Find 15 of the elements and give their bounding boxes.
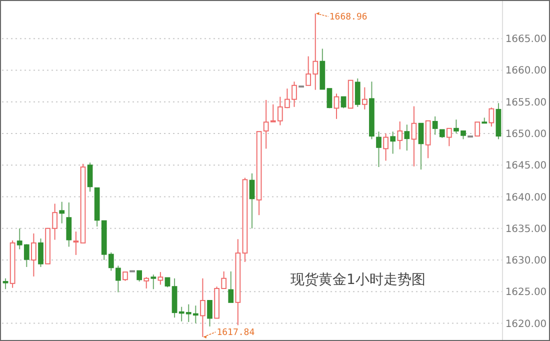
- y-tick-label: 1660.00: [505, 66, 547, 77]
- annotation: 1617.84: [203, 328, 255, 338]
- y-tick-label: 1665.00: [505, 34, 547, 46]
- y-tick-label: 1640.00: [505, 192, 547, 204]
- y-tick-label: 1620.00: [505, 318, 547, 330]
- y-tick-label: 1650.00: [505, 128, 547, 140]
- annotation: 1617.84: [216, 328, 255, 338]
- y-tick-label: 1655.00: [505, 97, 547, 108]
- y-tick-label: 1630.00: [505, 256, 547, 267]
- y-tick-label: 1645.00: [505, 160, 547, 172]
- annotation: 1668.96: [329, 12, 368, 23]
- y-tick-label: 1635.00: [505, 224, 547, 235]
- text: 现货黄金1小时走势图: [290, 272, 426, 288]
- y-tick-label: 1625.00: [505, 287, 547, 298]
- annotation: 1668.96: [316, 12, 368, 23]
